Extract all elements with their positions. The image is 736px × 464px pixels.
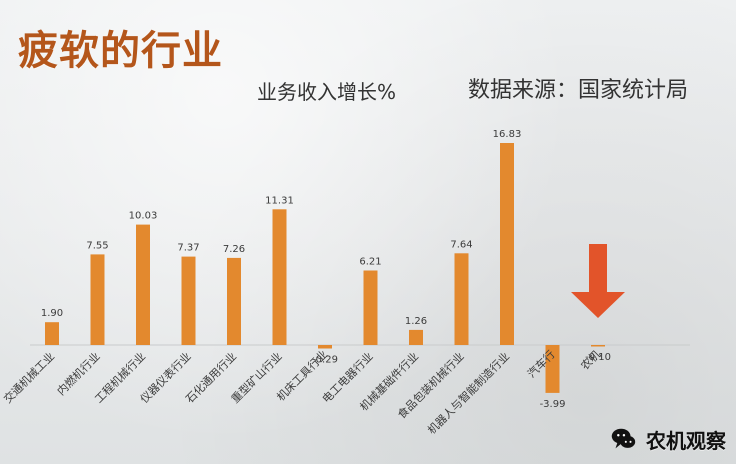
bar-10 <box>500 143 514 345</box>
category-label-0: 交通机械工业 <box>1 349 58 406</box>
bar-4 <box>227 257 241 345</box>
data-label-0: 1.90 <box>41 308 63 319</box>
data-label-7: 6.21 <box>359 257 381 268</box>
bar-2 <box>136 224 150 345</box>
category-label-1: 内燃机行业 <box>54 349 103 398</box>
bar-6 <box>318 345 332 349</box>
data-label-1: 7.55 <box>86 240 108 251</box>
data-label-10: 16.83 <box>493 129 522 140</box>
bar-11 <box>545 345 560 393</box>
data-label-2: 10.03 <box>129 211 158 222</box>
bar-0 <box>45 322 59 345</box>
bar-5 <box>272 209 287 345</box>
chart-subtitle: 业务收入增长% <box>257 80 397 104</box>
data-label-8: 1.26 <box>405 316 427 327</box>
bar-9 <box>454 253 469 345</box>
data-label-5: 11.31 <box>265 195 294 206</box>
bar-7 <box>363 270 378 345</box>
data-label-11: -3.99 <box>540 399 566 410</box>
data-label-12: -0.10 <box>585 352 611 363</box>
page-title: 疲软的行业 <box>18 28 223 74</box>
data-source: 数据来源：国家统计局 <box>468 78 689 103</box>
down-arrow-icon <box>571 244 625 318</box>
bar-1 <box>90 254 105 345</box>
bar-3 <box>181 256 196 345</box>
data-label-6: -0.29 <box>312 355 338 366</box>
bar-8 <box>409 329 423 345</box>
wechat-icon <box>611 428 636 449</box>
bar-12 <box>591 345 605 347</box>
brand-watermark: 农机观察 <box>608 424 726 454</box>
brand-name: 农机观察 <box>646 428 726 453</box>
category-label-10: 机器人与智能制造行业 <box>424 349 512 437</box>
data-label-3: 7.37 <box>177 243 199 254</box>
category-label-12: 农机 <box>578 347 603 372</box>
data-label-9: 7.64 <box>450 239 472 250</box>
data-label-4: 7.26 <box>223 244 245 255</box>
